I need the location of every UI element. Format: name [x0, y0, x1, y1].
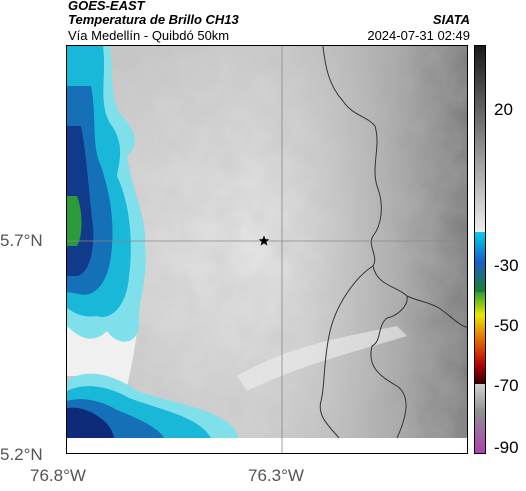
- datetime-label: 2024-07-31 02:49: [367, 28, 470, 43]
- lat-tick-5-7: 5.7°N: [0, 231, 43, 250]
- colorbar: [474, 45, 486, 454]
- lon-tick-76-3: 76.3°W: [248, 466, 304, 485]
- colorbar-scale: [475, 46, 485, 453]
- agency-label: SIATA: [432, 12, 470, 27]
- department-boundary: [322, 46, 408, 439]
- cold-cloud-green-spot: [67, 196, 82, 246]
- colorbar-tick-minus50: -50: [494, 316, 519, 335]
- star-icon[interactable]: [258, 235, 270, 246]
- brightness-temperature-map[interactable]: [66, 45, 468, 454]
- municipal-boundary: [319, 265, 374, 439]
- colorbar-tick-minus70: -70: [494, 376, 519, 395]
- satellite-label: GOES-EAST: [68, 0, 145, 13]
- route-subtitle: Vía Medellín - Quibdó 50km: [68, 28, 230, 43]
- lon-tick-76-8: 76.8°W: [30, 466, 86, 485]
- department-boundary-branch: [406, 295, 467, 328]
- colorbar-tick-minus30: -30: [494, 256, 519, 275]
- light-band: [237, 326, 407, 391]
- product-title: Temperatura de Brillo CH13: [68, 12, 239, 27]
- colorbar-tick-20: 20: [494, 100, 513, 119]
- map-canvas: [67, 46, 467, 453]
- bottom-edge-strip: [67, 438, 467, 453]
- colorbar-tick-minus90: -90: [494, 438, 519, 457]
- lat-tick-5-2: 5.2°N: [0, 445, 43, 464]
